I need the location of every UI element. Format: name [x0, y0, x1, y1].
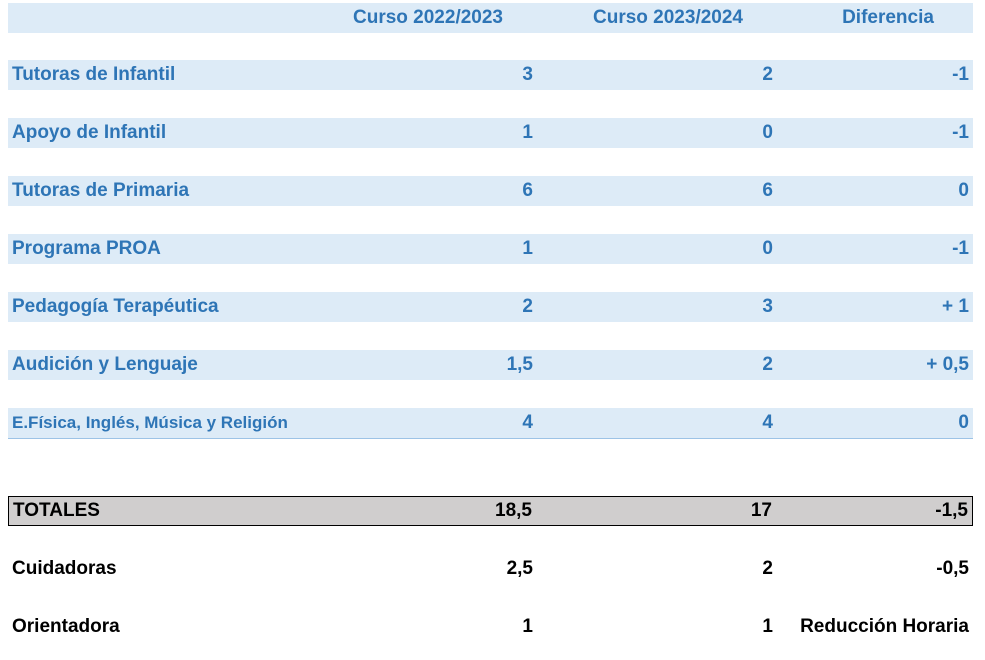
row-label: E.Física, Inglés, Música y Religión	[12, 413, 288, 432]
row-value-2022: 1	[522, 238, 533, 259]
row-value-2022: 2	[522, 296, 533, 317]
totals-row: TOTALES 18,5 17 -1,5	[8, 496, 973, 526]
row-label: Pedagogía Terapéutica	[12, 296, 219, 317]
table-row: Tutoras de Primaria 6 6 0	[8, 176, 973, 206]
totals-value-2023: 17	[750, 500, 772, 521]
row-value-2023: 0	[762, 238, 773, 259]
table-header: Curso 2022/2023 Curso 2023/2024 Diferenc…	[8, 3, 973, 33]
extra-value-2023: 2	[762, 558, 773, 579]
extra-value-2022: 2,5	[506, 558, 533, 579]
row-label: Apoyo de Infantil	[12, 122, 167, 143]
row-difference: -1	[952, 238, 969, 259]
row-label: Programa PROA	[12, 238, 161, 259]
row-difference: 0	[958, 180, 969, 201]
row-value-2022: 1	[522, 122, 533, 143]
totals-value-2022: 18,5	[495, 500, 532, 521]
table-row: Programa PROA 1 0 -1	[8, 234, 973, 264]
row-difference: 0	[958, 412, 969, 433]
table-row: Pedagogía Terapéutica 2 3 + 1	[8, 292, 973, 322]
extra-label: Cuidadoras	[12, 558, 117, 579]
extra-difference: -0,5	[936, 558, 969, 579]
extra-row: Orientadora 1 1 Reducción Horaria	[8, 612, 973, 642]
extra-label: Orientadora	[12, 616, 120, 637]
row-label: Tutoras de Infantil	[12, 64, 176, 85]
totals-difference: -1,5	[935, 500, 968, 521]
row-value-2023: 0	[762, 122, 773, 143]
row-label: Tutoras de Primaria	[12, 180, 190, 201]
row-value-2022: 6	[522, 180, 533, 201]
row-value-2022: 3	[522, 64, 533, 85]
row-value-2023: 2	[762, 64, 773, 85]
table-row: Tutoras de Infantil 3 2 -1	[8, 60, 973, 90]
row-value-2022: 1,5	[506, 354, 533, 375]
row-value-2023: 3	[762, 296, 773, 317]
table-row: Apoyo de Infantil 1 0 -1	[8, 118, 973, 148]
extra-value-2022: 1	[522, 616, 533, 637]
row-value-2022: 4	[522, 412, 533, 433]
row-difference: + 0,5	[926, 354, 969, 375]
extra-difference: Reducción Horaria	[800, 616, 969, 637]
row-difference: + 1	[942, 296, 969, 317]
row-difference: -1	[952, 64, 969, 85]
header-difference: Diferencia	[842, 7, 934, 28]
table-bottom-rule	[8, 438, 973, 439]
totals-label: TOTALES	[13, 500, 100, 521]
table-row: E.Física, Inglés, Música y Religión 4 4 …	[8, 408, 973, 438]
row-value-2023: 4	[762, 412, 773, 433]
extra-row: Cuidadoras 2,5 2 -0,5	[8, 554, 973, 584]
extra-value-2023: 1	[762, 616, 773, 637]
header-course-2022-2023: Curso 2022/2023	[353, 7, 503, 28]
row-difference: -1	[952, 122, 969, 143]
table-row: Audición y Lenguaje 1,5 2 + 0,5	[8, 350, 973, 380]
row-label: Audición y Lenguaje	[12, 354, 198, 375]
row-value-2023: 6	[762, 180, 773, 201]
header-course-2023-2024: Curso 2023/2024	[593, 7, 743, 28]
row-value-2023: 2	[762, 354, 773, 375]
